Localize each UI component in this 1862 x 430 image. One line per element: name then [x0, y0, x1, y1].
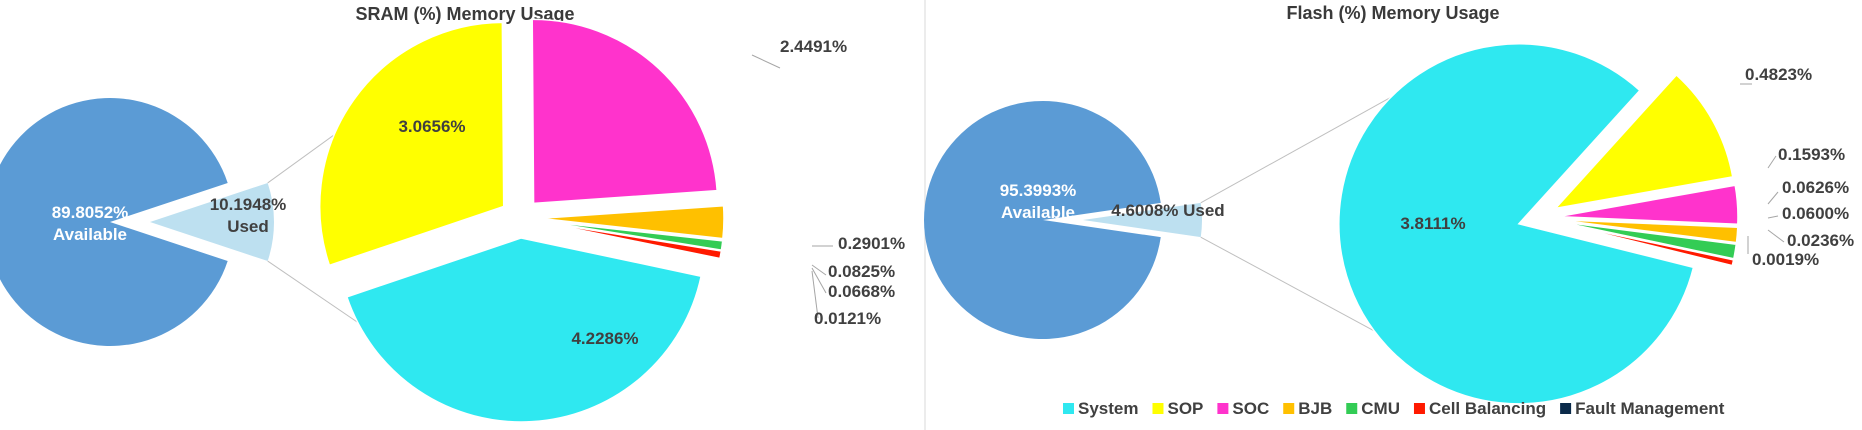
sram-label-system: 4.2286%: [571, 329, 638, 348]
sram-slice-sop: [319, 21, 505, 267]
flash-label-cmu: 0.0600%: [1782, 204, 1849, 223]
sram-used-slice: [150, 182, 274, 262]
flash-label-soc: 0.1593%: [1778, 145, 1845, 164]
sram-leader-cell-balancing: [811, 267, 827, 294]
flash-slice-bjb: [1557, 218, 1739, 244]
sram-slice-fault-management: [539, 221, 721, 262]
legend-swatch-sop: [1152, 403, 1164, 414]
flash-available-slice: [924, 101, 1161, 339]
sram-slice-system: [345, 237, 703, 423]
flash-slice-soc: [1557, 184, 1739, 226]
sram-leader-fault-management: [811, 270, 819, 319]
sram-label-bjb: 0.2901%: [838, 234, 905, 253]
flash-used-name: Used: [1183, 201, 1225, 220]
legend-label-system: System: [1078, 399, 1138, 418]
sram-used-value: 10.1948%: [210, 195, 287, 214]
legend-label-cell-balancing: Cell Balancing: [1429, 399, 1546, 418]
legend-label-sop: SOP: [1167, 399, 1203, 418]
sram-leader-soc: [751, 54, 781, 69]
sram-slice-bjb: [539, 204, 725, 240]
legend-label-fault-management: Fault Management: [1575, 399, 1725, 418]
flash-used-value: 4.6008%: [1111, 201, 1183, 220]
sram-chart-title: SRAM (%) Memory Usage: [355, 4, 574, 24]
sram-label-sop: 3.0656%: [398, 117, 465, 136]
flash-used-label: 4.6008% Used: [1111, 201, 1224, 220]
flash-used-slice: [1083, 202, 1203, 238]
legend-swatch-cmu: [1346, 403, 1358, 414]
flash-pie-of-pie: 95.3993% Available 4.6008% Used 3.8111% 0.48…: [924, 43, 1854, 405]
legend-swatch-soc: [1217, 403, 1229, 414]
flash-slice-cmu: [1557, 220, 1738, 260]
sram-label-fault-management: 0.0121%: [814, 309, 881, 328]
flash-label-fault-management: 0.0019%: [1752, 250, 1819, 269]
legend: System SOP SOC BJB CMU Cell Balancing Fault Ma…: [1063, 399, 1725, 418]
flash-chart-title: Flash (%) Memory Usage: [1286, 3, 1499, 23]
legend-label-soc: SOC: [1232, 399, 1269, 418]
flash-slice-system: [1338, 43, 1695, 405]
legend-label-bjb: BJB: [1298, 399, 1332, 418]
sram-available-value: 89.8052%: [52, 203, 129, 222]
legend-swatch-fault-management: [1560, 403, 1572, 414]
sram-pie-of-pie: 89.8052% Available 10.1948% Used 4.2286% 3.06…: [0, 18, 905, 423]
sram-slice-cmu: [539, 219, 724, 252]
flash-label-bjb: 0.0626%: [1782, 178, 1849, 197]
legend-swatch-cell-balancing: [1413, 403, 1425, 414]
flash-leader-cmu: [1767, 215, 1779, 219]
flash-label-cell-balancing: 0.0236%: [1787, 231, 1854, 250]
flash-label-sop: 0.4823%: [1745, 65, 1812, 84]
sram-label-soc: 2.4491%: [780, 37, 847, 56]
legend-label-cmu: CMU: [1361, 399, 1400, 418]
flash-slice-fault-management: [1557, 222, 1734, 268]
sram-slice-soc: [531, 18, 718, 205]
legend-swatch-system: [1063, 403, 1074, 414]
legend-swatch-bjb: [1283, 403, 1295, 414]
sram-label-cmu: 0.0825%: [828, 262, 895, 281]
flash-leader-bjb: [1767, 191, 1779, 205]
sram-used-label: 10.1948% Used: [210, 195, 287, 236]
flash-available-label: 95.3993% Available: [1000, 181, 1077, 222]
sram-available-slice: [0, 98, 228, 346]
sram-available-name: Available: [53, 225, 127, 244]
flash-label-system: 3.8111%: [1400, 214, 1465, 233]
flash-available-value: 95.3993%: [1000, 181, 1077, 200]
flash-available-name: Available: [1001, 203, 1075, 222]
flash-slice-sop: [1553, 73, 1734, 210]
flash-leader-soc: [1767, 155, 1777, 169]
sram-used-name: Used: [227, 217, 269, 236]
flash-leader-cell-balancing: [1767, 229, 1785, 243]
sram-available-label: 89.8052% Available: [52, 203, 129, 244]
sram-leader-cmu: [811, 264, 827, 276]
sram-label-cell-balancing: 0.0668%: [828, 282, 895, 301]
